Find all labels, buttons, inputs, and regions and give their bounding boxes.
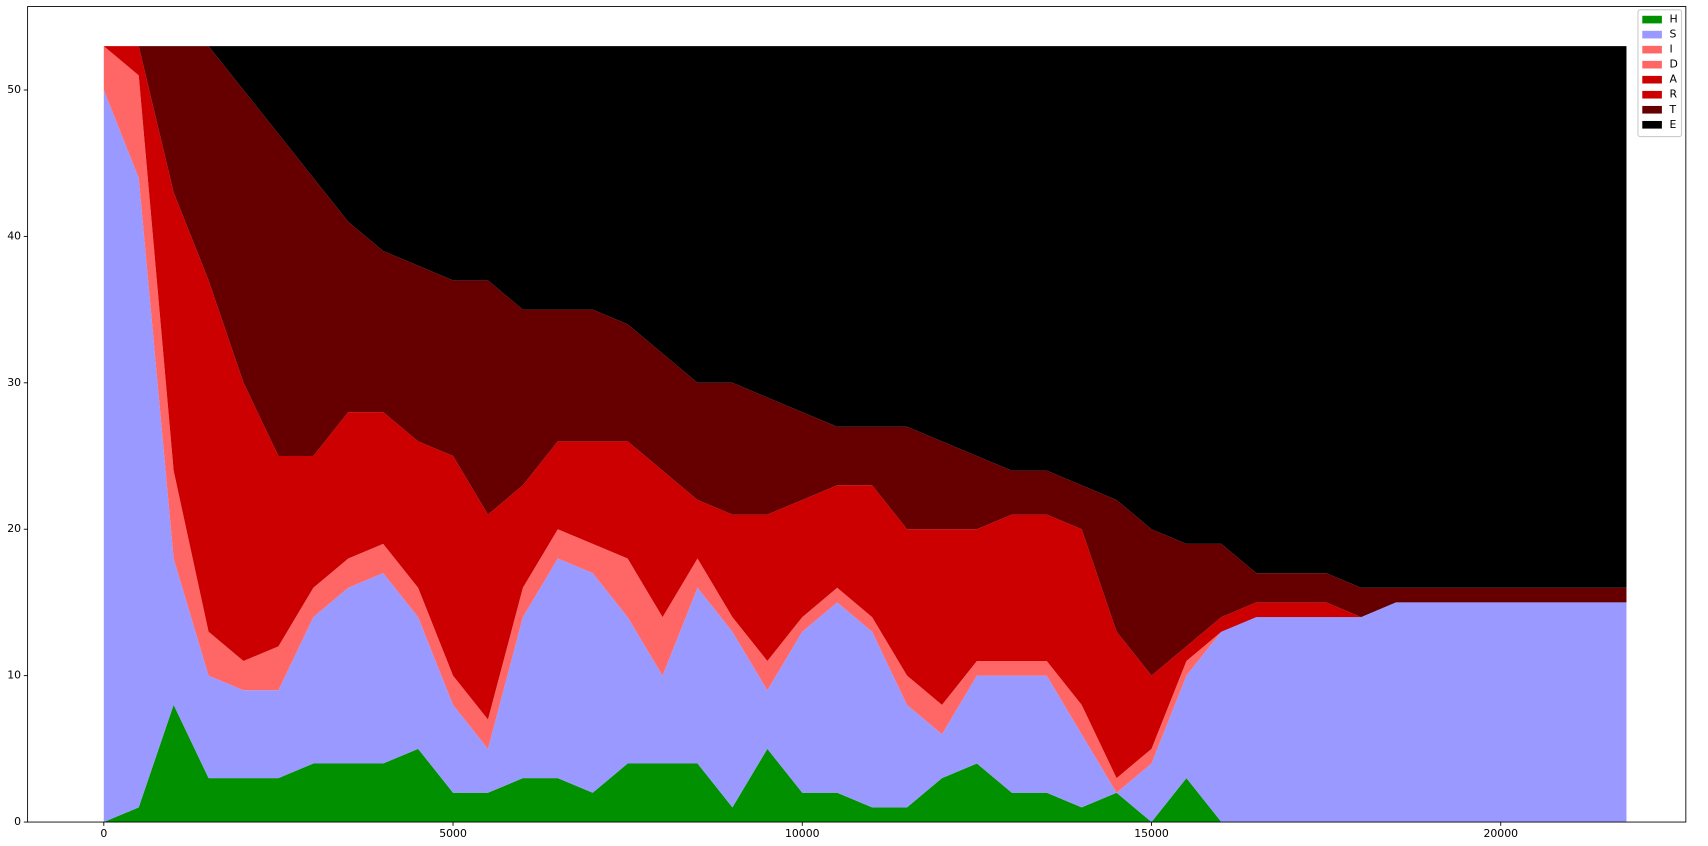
area bbox=[103, 89, 1627, 823]
legend-swatch bbox=[1642, 105, 1662, 114]
legend-label: A bbox=[1670, 73, 1678, 86]
y-tick-label: 50 bbox=[7, 83, 21, 96]
area bbox=[103, 46, 1627, 779]
legend-swatch bbox=[1642, 90, 1662, 99]
axes-frame bbox=[27, 6, 1687, 823]
legend-swatch bbox=[1642, 120, 1662, 129]
legend-label: T bbox=[1669, 103, 1677, 116]
legend-frame bbox=[1637, 9, 1683, 138]
y-tick-label: 20 bbox=[7, 522, 21, 535]
legend-label: E bbox=[1670, 118, 1677, 131]
y-tick-label: 30 bbox=[7, 376, 21, 389]
legend-swatch bbox=[1642, 30, 1662, 39]
legend-label: I bbox=[1670, 43, 1673, 56]
area bbox=[103, 46, 1627, 676]
x-tick-label: 15000 bbox=[1134, 827, 1169, 840]
legend-label: S bbox=[1670, 28, 1677, 41]
legend-swatch bbox=[1642, 75, 1662, 84]
x-tick-label: 0 bbox=[100, 827, 107, 840]
y-tick-label: 10 bbox=[7, 669, 21, 682]
legend-label: H bbox=[1670, 13, 1678, 26]
legend-swatch bbox=[1642, 15, 1662, 24]
x-tick-label: 20000 bbox=[1483, 827, 1518, 840]
area bbox=[103, 46, 1627, 588]
legend-swatch bbox=[1642, 60, 1662, 69]
x-tick-label: 5000 bbox=[439, 827, 467, 840]
y-tick-label: 40 bbox=[7, 229, 21, 242]
x-tick-label: 10000 bbox=[785, 827, 820, 840]
y-tick-label: 0 bbox=[14, 815, 21, 828]
legend-swatch bbox=[1642, 45, 1662, 54]
legend-label: R bbox=[1670, 88, 1678, 101]
legend-label: D bbox=[1670, 58, 1678, 71]
